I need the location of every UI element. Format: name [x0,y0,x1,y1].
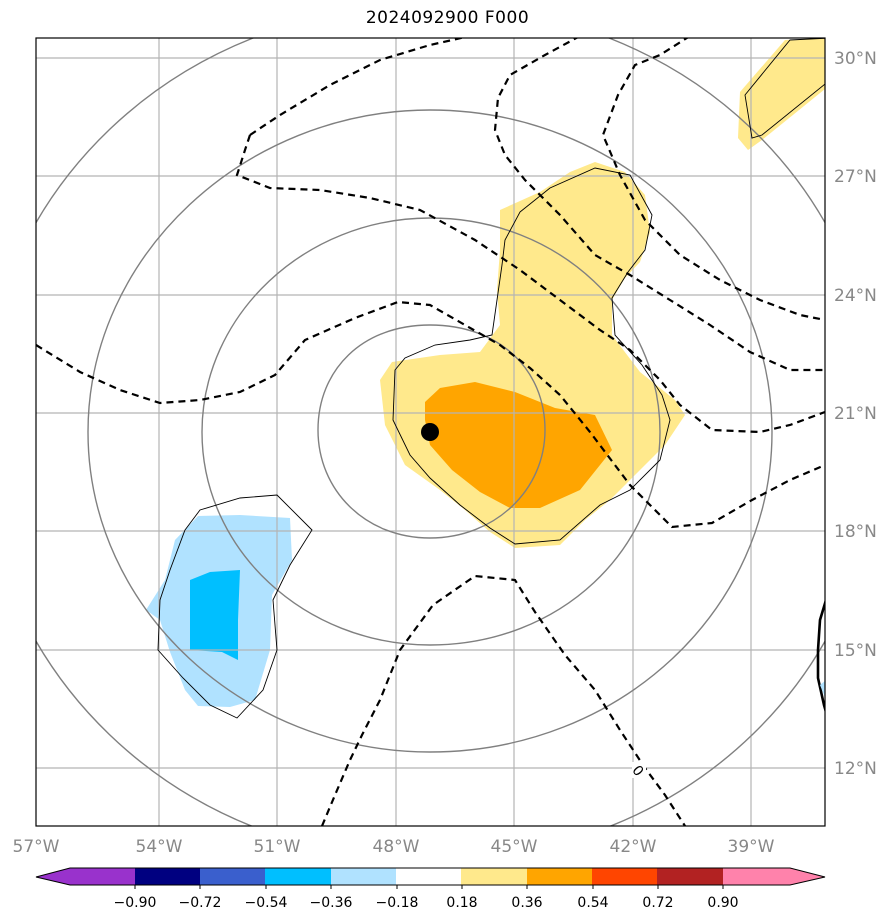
dashed-contour-1 [249,38,467,136]
contour-label-bg [632,762,646,778]
cb-tick-2: −0.72 [179,895,222,911]
lat-label-15n: 15°N [834,641,877,661]
shade-neg0p36 [190,570,240,660]
dashed-contour-5 [36,300,825,529]
ring-1 [317,324,546,539]
thin-contours [157,38,825,719]
map-frame [35,37,826,827]
colorbar-seg-1 [70,868,136,885]
colorbar-min-extend [36,868,70,885]
thin-contour-ne [744,38,825,139]
cb-tick-10: 0.90 [707,895,738,911]
dashed-contours [36,38,825,826]
map-title: 2024092900 F000 [365,8,530,28]
colorbar-seg-5 [331,868,397,885]
cb-tick-5: −0.18 [376,895,419,911]
colorbar: −0.90 −0.72 −0.54 −0.36 −0.18 0.18 0.36 … [35,867,826,911]
colorbar-seg-10 [657,868,724,885]
lon-label-42w: 42°W [610,837,657,857]
cb-tick-4: −0.36 [310,895,353,911]
lon-label-39w: 39°W [728,837,775,857]
lat-label-18n: 18°N [834,522,877,542]
gray-contours [36,38,825,826]
lon-label-51w: 51°W [254,837,301,857]
colorbar-seg-8 [527,868,593,885]
dashed-contour-6 [320,574,686,826]
ring-2 [201,217,661,646]
lon-label-57w: 57°W [13,837,60,857]
cb-tick-1: −0.90 [114,895,157,911]
cb-tick-7: 0.36 [511,895,542,911]
colorbar-outline [35,867,826,886]
lat-label-27n: 27°N [834,167,877,187]
colorbar-seg-11 [723,868,791,885]
cb-tick-8: 0.54 [577,895,608,911]
shading-negative [146,515,292,707]
shade-0p18-ne [738,38,825,150]
thin-contour-neg [157,494,313,719]
lon-label-45w: 45°W [491,837,538,857]
lon-label-54w: 54°W [136,837,183,857]
colorbar-seg-6 [396,868,462,885]
lat-label-21n: 21°N [834,404,877,424]
dashed-contour-4 [601,38,825,322]
lon-label-48w: 48°W [373,837,420,857]
ring-3 [87,109,773,753]
colorbar-seg-3 [200,868,266,885]
colorbar-seg-2 [135,868,201,885]
cb-tick-9: 0.72 [642,895,673,911]
thin-contour-main [392,167,671,545]
lon-axis: 57°W 54°W 51°W 48°W 45°W 42°W 39°W [13,837,775,857]
dashed-contour-3 [493,38,825,372]
coastline [816,599,825,713]
colorbar-max-extend [790,868,825,885]
storm-center-marker [421,423,439,441]
graticule [36,38,825,826]
colorbar-seg-7 [461,868,528,885]
colorbar-seg-9 [592,868,658,885]
coast-water-fill [820,680,825,698]
lat-axis: 30°N 27°N 24°N 21°N 18°N 15°N 12°N [834,49,877,779]
lat-label-30n: 30°N [834,49,877,69]
cb-tick-6: 0.18 [446,895,477,911]
cb-tick-3: −0.54 [245,895,288,911]
dashed-contour-2 [235,134,825,434]
lat-label-24n: 24°N [834,286,877,306]
lat-label-12n: 12°N [834,759,877,779]
colorbar-seg-4 [265,868,332,885]
